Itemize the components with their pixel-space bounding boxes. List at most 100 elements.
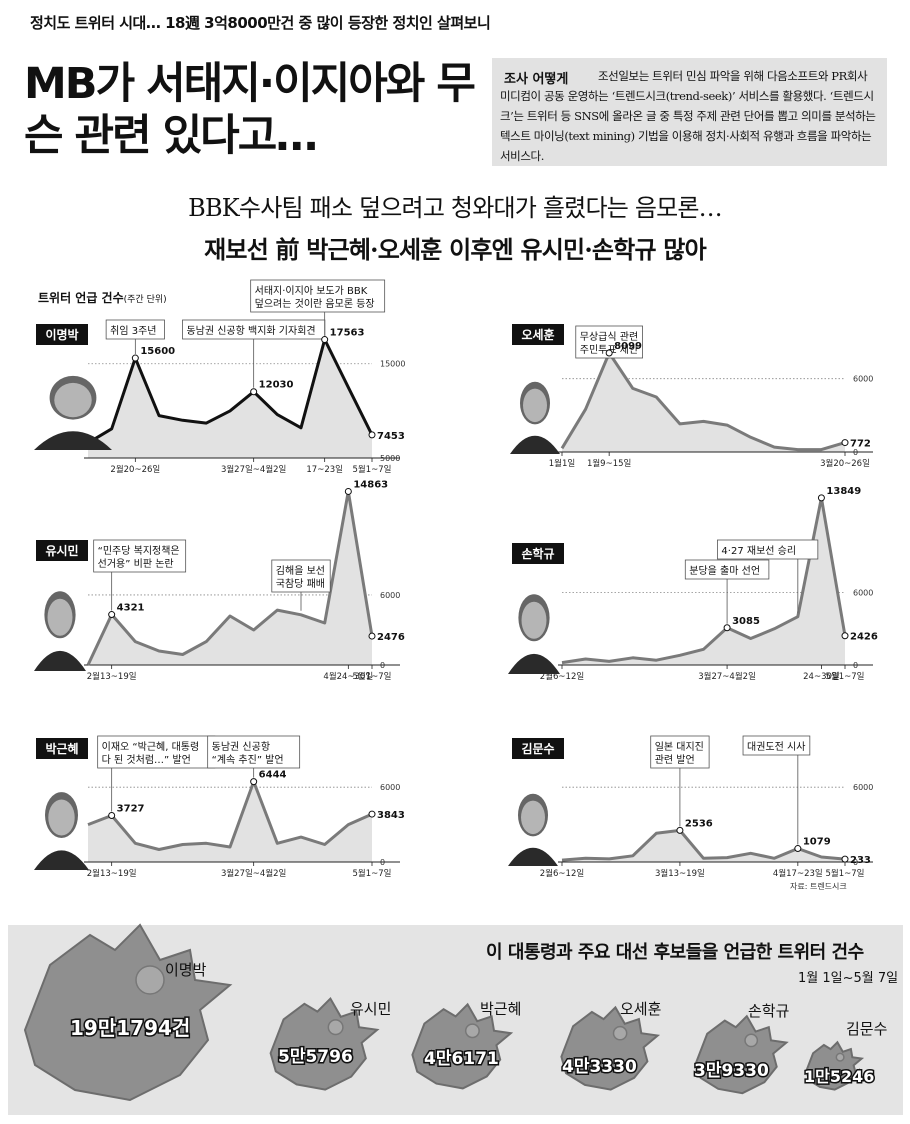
- twitter-bird-icon: [23, 923, 233, 1102]
- name-tag-bg: [36, 540, 88, 561]
- total-count: 3만9330: [694, 1061, 769, 1081]
- x-tick-label: 5월1~7일: [353, 868, 392, 879]
- data-label: 2536: [685, 818, 713, 829]
- name-tag-bg: [36, 324, 88, 345]
- annotation-text: 동남권 신공항 백지화 기자회견: [186, 325, 315, 337]
- annotation-box: [742, 735, 811, 756]
- name-tag-text: 오세훈: [521, 327, 554, 342]
- x-tick-label: 3월20~26일: [820, 458, 870, 469]
- x-tick-label: 3월27~4월2일: [698, 671, 756, 682]
- totals-item: 4만3330 오세훈: [560, 1000, 661, 1091]
- total-name: 오세훈: [620, 1000, 661, 1018]
- data-point: [368, 431, 376, 439]
- x-tick-label: 4월17~23일: [773, 868, 823, 879]
- annotation-box: [97, 735, 216, 769]
- data-label: 3843: [377, 810, 405, 821]
- x-tick-label: 2월13~19일: [87, 868, 137, 879]
- y-tick-label: 6000: [380, 591, 400, 600]
- data-point: [321, 336, 329, 344]
- portrait-suit: [508, 847, 558, 866]
- y-tick-label: 6000: [853, 589, 873, 598]
- annotation-text: 김해을 보선: [276, 564, 325, 577]
- annotation-box: [717, 539, 819, 560]
- bird-eye: [135, 965, 165, 995]
- name-tag-bg: [36, 738, 88, 759]
- totals-item: 19만1794건 이명박: [23, 923, 233, 1102]
- bird-eye: [612, 1025, 628, 1041]
- name-tag-bg: [512, 738, 564, 759]
- data-label: 3085: [732, 616, 760, 627]
- annotation-box: [684, 559, 770, 580]
- subheadline-2: 재보선 前 박근혜·오세훈 이후엔 유시민·손학규 많아: [204, 235, 706, 264]
- portrait-suit: [510, 435, 560, 454]
- twitter-bird-icon: [411, 1002, 514, 1090]
- x-tick-label: 3월27일~4월2일: [221, 464, 286, 475]
- total-name: 김문수: [846, 1020, 887, 1038]
- bird-eye: [835, 1052, 845, 1062]
- data-point: [794, 845, 802, 853]
- series-line: [87, 780, 373, 851]
- name-tag-bg: [512, 324, 564, 345]
- survey-tag: 조사 어떻게: [504, 72, 569, 87]
- name-tag-text: 유시민: [45, 543, 78, 558]
- annotation-text: 다 된 것처럼…” 발언: [102, 753, 191, 766]
- x-tick-label: 2월20~26일: [110, 464, 160, 475]
- y-tick-label: 6000: [380, 783, 400, 792]
- series-line: [561, 496, 847, 665]
- annotation-text: 서태지·이지아 보도가 BBK: [255, 285, 368, 297]
- x-tick-label: 5월1~7일: [353, 464, 392, 475]
- data-label: 4321: [117, 603, 145, 614]
- data-label: 12030: [259, 380, 294, 391]
- data-point: [368, 632, 376, 640]
- portrait-face: [521, 601, 547, 639]
- annotation-box: [105, 319, 165, 340]
- data-label: 2476: [377, 632, 405, 643]
- portrait-suit: [34, 850, 89, 870]
- name-tag-text: 김문수: [521, 741, 554, 756]
- annotation-text: 취임 3주년: [110, 324, 156, 337]
- bird-eye: [464, 1023, 480, 1039]
- politician-name-tag: 손학규: [512, 543, 564, 564]
- total-count: 1만5246: [804, 1067, 874, 1086]
- total-count: 19만1794건: [70, 1016, 190, 1040]
- total-count: 4만3330: [562, 1057, 637, 1077]
- politician-name-tag: 김문수: [512, 738, 564, 759]
- annotation-box: [250, 279, 386, 313]
- portrait-suit: [508, 653, 560, 674]
- charts-title: 트위터 언급 건수(주간 단위): [38, 289, 167, 306]
- annotation-text: 4·27 재보선 승리: [721, 545, 796, 557]
- annotation-text: 이재오 “박근혜, 대통령: [102, 741, 200, 753]
- data-point: [841, 632, 849, 640]
- x-tick-label: 3월13~19일: [655, 868, 705, 879]
- chart-3: 60000분당을 출마 선언4·27 재보선 승리30851384924262월…: [508, 486, 878, 682]
- annotation-text: 관련 발언: [655, 754, 695, 766]
- totals-item: 5만5796 유시민: [269, 996, 391, 1091]
- data-label: 1079: [803, 837, 831, 848]
- x-tick-label: 2월13~19일: [87, 671, 137, 682]
- portrait-face: [521, 800, 545, 835]
- survey-text: 조선일보는 트위터 민심 파악을 위해 다음소프트와 PR회사 미디컴이 공동 …: [500, 69, 876, 163]
- series-area: [88, 781, 372, 862]
- portrait-photo: [34, 792, 89, 870]
- totals-title: 이 대통령과 주요 대선 후보들을 언급한 트위터 건수: [486, 942, 864, 963]
- data-label: 2426: [850, 632, 878, 643]
- data-point: [108, 812, 116, 820]
- politician-name-tag: 박근혜: [36, 738, 88, 759]
- bird-eye: [744, 1033, 759, 1048]
- charts-title-text: 트위터 언급 건수: [38, 291, 124, 305]
- x-tick-label: 2월6~12일: [540, 868, 584, 879]
- portrait-photo: [508, 594, 560, 674]
- name-tag-bg: [512, 543, 564, 564]
- annotation-box: [93, 539, 187, 573]
- annotation-text: “민주당 복지정책은: [98, 545, 180, 557]
- annotation-box: [575, 325, 643, 359]
- x-tick-label: 17~23일: [306, 465, 343, 475]
- x-tick-label: 3월27일~4월2일: [221, 868, 286, 879]
- y-tick-label: 6000: [853, 375, 873, 384]
